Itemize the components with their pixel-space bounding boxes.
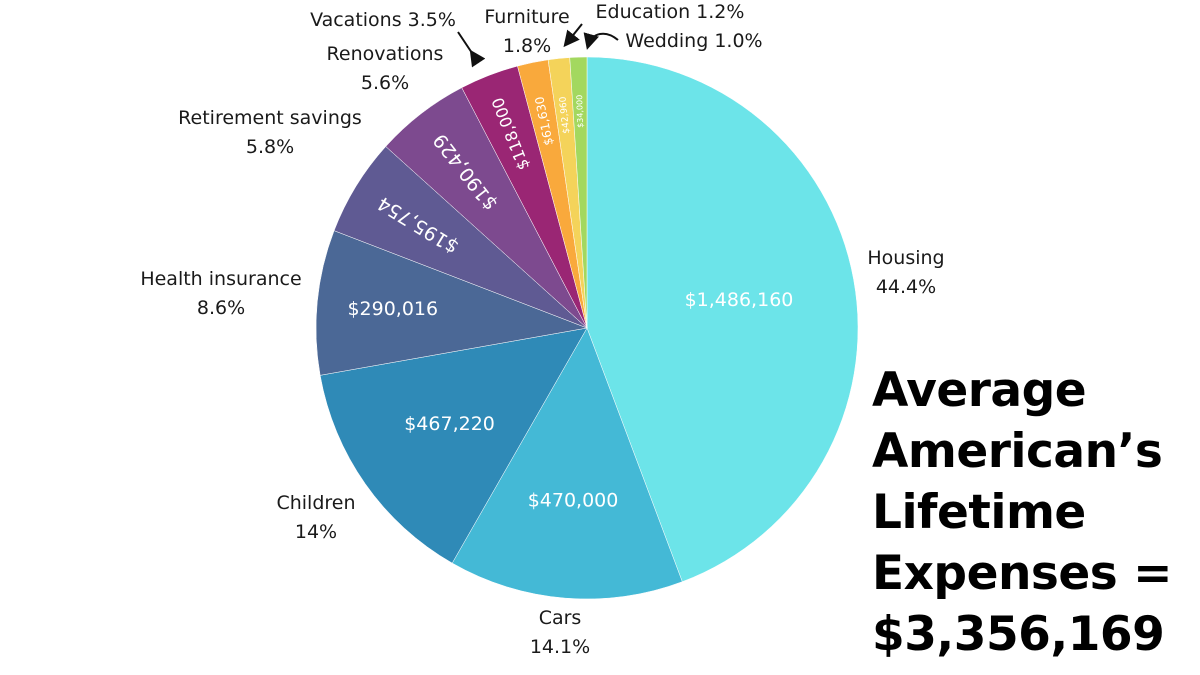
slice-label-vacations: Vacations 3.5% xyxy=(310,9,456,31)
slice-value-label-cars: $470,000 xyxy=(528,489,619,511)
slice-percent: 1.0% xyxy=(714,30,762,52)
wedding-arrow xyxy=(583,32,619,50)
slice-name: Renovations xyxy=(327,43,444,65)
slice-value-label-housing: $1,486,160 xyxy=(685,289,794,311)
slice-percent: 44.4% xyxy=(876,276,936,298)
slice-value-label-children: $467,220 xyxy=(404,413,495,435)
pie-slice-children xyxy=(319,327,588,564)
slice-label-children: Children 14% xyxy=(276,492,355,543)
pie-slice-cars xyxy=(451,327,683,600)
slice-name: Health insurance xyxy=(140,268,301,290)
slice-name: Wedding xyxy=(625,30,714,52)
slice-name: Children xyxy=(276,492,355,514)
slice-name: Housing xyxy=(867,247,944,269)
slice-percent: 1.2% xyxy=(696,1,744,23)
chart-title-line: American’s xyxy=(872,424,1163,479)
slice-name: Vacations xyxy=(310,9,408,31)
chart-title-line: Expenses = xyxy=(872,546,1172,601)
slice-percent: 3.5% xyxy=(408,9,456,31)
pie-slice-housing xyxy=(586,56,859,583)
slice-value-label-education: $42,960 xyxy=(558,96,572,134)
slice-percent: 1.8% xyxy=(503,35,551,57)
slice-percent: 14% xyxy=(295,521,337,543)
slice-label-education: Education 1.2% xyxy=(596,1,745,23)
chart-title-line: Average xyxy=(872,363,1087,418)
slice-label-retirement-savings: Retirement savings 5.8% xyxy=(178,107,362,158)
slice-label-health-insurance: Health insurance 8.6% xyxy=(140,268,301,319)
slice-percent: 14.1% xyxy=(530,636,590,658)
pie-slice-wedding xyxy=(569,56,588,329)
chart-title: Average American’s Lifetime Expenses = $… xyxy=(872,360,1192,665)
slice-value-label-health-insurance: $290,016 xyxy=(347,298,438,320)
pie-slice-health-insurance xyxy=(315,230,588,376)
slice-value-label-wedding: $34,000 xyxy=(575,95,585,128)
slice-name: Education xyxy=(596,1,697,23)
slice-percent: 8.6% xyxy=(197,297,245,319)
education-arrow xyxy=(563,23,583,48)
chart-title-line: $3,356,169 xyxy=(872,607,1165,662)
slice-label-furniture: Furniture 1.8% xyxy=(484,6,569,57)
vacations-arrow xyxy=(457,31,486,68)
slice-label-renovations: Renovations 5.6% xyxy=(327,43,444,94)
slice-label-wedding: Wedding 1.0% xyxy=(625,30,762,52)
chart-title-line: Lifetime xyxy=(872,485,1086,540)
slice-name: Cars xyxy=(539,607,582,629)
slice-label-housing: Housing 44.4% xyxy=(867,247,944,298)
slice-percent: 5.8% xyxy=(246,136,294,158)
slice-percent: 5.6% xyxy=(361,72,409,94)
slice-label-cars: Cars 14.1% xyxy=(530,607,590,658)
slice-name: Retirement savings xyxy=(178,107,362,129)
slice-name: Furniture xyxy=(484,6,569,28)
